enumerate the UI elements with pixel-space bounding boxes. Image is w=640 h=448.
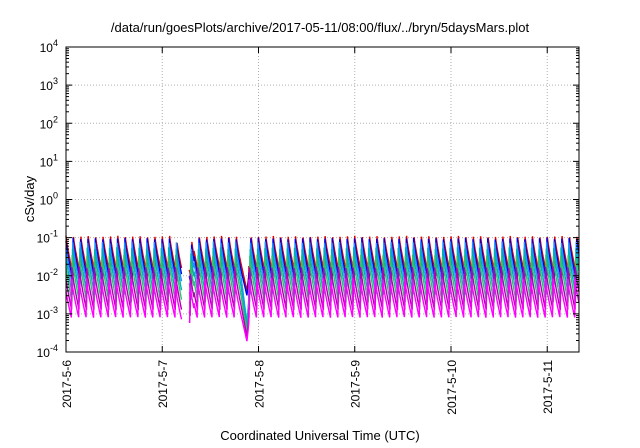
x-axis-label: Coordinated Universal Time (UTC) [220,428,420,443]
y-tick-label: 10-3 [37,305,58,322]
y-tick-base: 10 [37,308,51,322]
y-tick-exponent: -2 [50,267,58,277]
y-tick-label: 101 [40,152,58,169]
y-tick-exponent: 4 [53,38,58,48]
y-tick-base: 10 [40,79,54,93]
x-tick-label: 2017-5-8 [252,360,266,408]
y-tick-label: 10-1 [37,229,58,246]
chart-title: /data/run/goesPlots/archive/2017-05-11/0… [110,20,530,35]
y-tick-base: 10 [37,346,51,360]
y-tick-label: 102 [40,114,58,131]
y-tick-base: 10 [40,155,54,169]
y-tick-base: 10 [40,194,54,208]
y-tick-base: 10 [37,270,51,284]
y-tick-exponent: -4 [50,343,58,353]
y-tick-exponent: -1 [50,229,58,239]
y-tick-label: 103 [40,76,58,93]
y-tick-base: 10 [37,232,51,246]
y-tick-base: 10 [40,41,54,55]
series-line [65,266,580,337]
series-group [65,235,580,342]
y-tick-exponent: 0 [53,191,58,201]
x-tick-label: 2017-5-7 [156,360,170,408]
x-axis: 2017-5-6 2017-5-7 2017-5-8 2017-5-9 2017-5-1… [60,47,555,415]
y-tick-label: 100 [40,191,58,208]
y-tick-exponent: 3 [53,76,58,86]
y-tick-label: 10-4 [37,343,58,360]
y-axis-label: cSv/day [22,175,37,222]
y-tick-exponent: -3 [50,305,58,315]
y-tick-label: 104 [40,38,58,55]
y-tick-label: 10-2 [37,267,58,284]
x-tick-label: 2017-5-6 [60,360,74,408]
y-tick-exponent: 1 [53,152,58,162]
x-tick-label: 2017-5-9 [349,360,363,408]
x-tick-label: 2017-5-11 [541,360,555,414]
series-line [65,277,580,342]
y-tick-exponent: 2 [53,114,58,124]
y-tick-base: 10 [40,117,54,131]
x-tick-label: 2017-5-10 [445,360,459,415]
